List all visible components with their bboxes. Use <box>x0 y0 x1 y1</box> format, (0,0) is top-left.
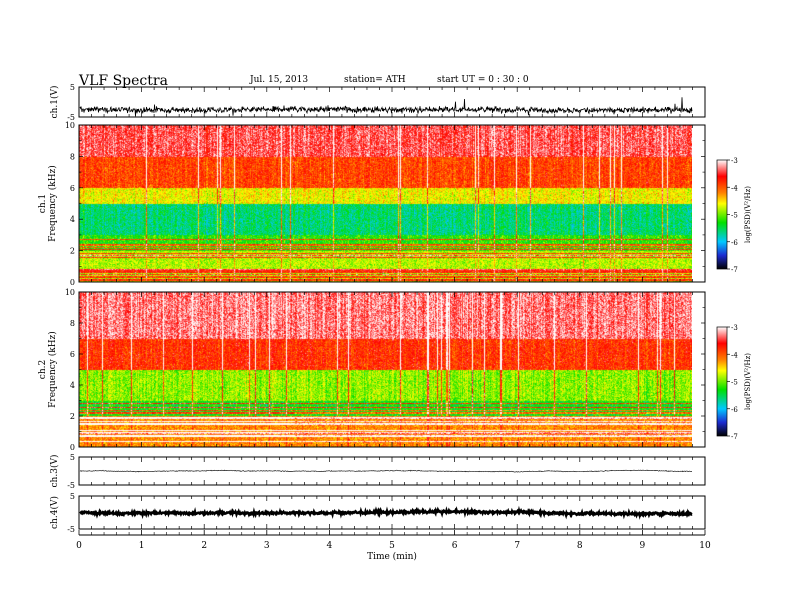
x-tick-label: 4 <box>327 541 333 551</box>
ch2-spectrogram-ylabel: ch.2Frequency (kHz) <box>38 331 58 408</box>
ch1-waveform-ylabel: ch.1(V) <box>49 86 60 119</box>
x-tick-label: 8 <box>577 541 583 551</box>
ch2-spectrogram-ytick: 8 <box>70 319 75 328</box>
colorbar-tick: -3 <box>731 324 738 332</box>
x-tick-label: 6 <box>452 541 458 551</box>
ch2-spectrogram: 0 2 4 6 8 10 ch.2Frequency (kHz) -3 -4 -5 -6 -7 log(… <box>38 288 752 452</box>
ch4-waveform-trace <box>79 505 693 520</box>
colorbar-label: log(PSD)(V²/Hz) <box>744 353 752 410</box>
colorbar-tick: -4 <box>731 351 738 359</box>
ch2-spectrogram-ytick: 0 <box>70 443 75 452</box>
ch1-waveform-ytick: 5 <box>70 83 75 92</box>
colorbar-tick: -7 <box>731 433 738 441</box>
colorbar-tick: -4 <box>731 184 738 192</box>
ch1-spectrogram-ytick: 8 <box>70 152 75 161</box>
colorbar-tick: -5 <box>731 379 738 387</box>
ch1-spectrogram-ytick: 10 <box>65 121 75 130</box>
ch1-waveform-trace <box>79 97 693 117</box>
ch1-waveform-ytick: -5 <box>67 113 75 122</box>
ch1-spectrogram-ytick: 0 <box>70 278 75 287</box>
ch4-waveform-ytick: -5 <box>67 525 75 534</box>
ch3-waveform: 5 -5 ch.3(V) <box>49 453 706 490</box>
x-tick-label: 10 <box>699 541 711 551</box>
x-tick-label: 3 <box>264 541 270 551</box>
ch3-waveform-trace <box>79 469 693 473</box>
ch1-spectrogram-ylabel: ch.1Frequency (kHz) <box>38 165 58 242</box>
ch1-spectrogram-image <box>79 125 692 282</box>
x-tick-label: 1 <box>139 541 145 551</box>
colorbar-tick: -6 <box>731 406 738 414</box>
ch1-spectrogram: 0 2 4 6 8 10 ch.1Frequency (kHz) -3 -4 -5 -6 -7 log(… <box>38 121 752 287</box>
colorbar-tick: -3 <box>731 157 738 165</box>
ch1-waveform: 5 -5 ch.1(V) <box>49 83 706 122</box>
colorbar-tick: -7 <box>731 266 738 274</box>
station-label: station= ATH <box>344 75 406 85</box>
ch2-spectrogram-image <box>79 292 692 447</box>
ch1-spectrogram-ytick: 4 <box>70 215 75 224</box>
colorbar-tick: -5 <box>731 212 738 220</box>
colorbar-label: log(PSD)(V²/Hz) <box>744 186 752 243</box>
colorbar-tick: -6 <box>731 239 738 247</box>
ch2-spectrogram-ytick: 2 <box>70 412 75 421</box>
ch3-waveform-ylabel: ch.3(V) <box>49 455 60 488</box>
ch4-waveform-ytick: 5 <box>70 492 75 501</box>
x-tick-label: 7 <box>514 541 520 551</box>
ch4-waveform-ylabel: ch.4(V) <box>49 496 60 529</box>
x-tick-label: 9 <box>640 541 646 551</box>
ch2-spectrogram-ytick: 4 <box>70 381 75 390</box>
ch1-spectrogram-colorbar: -3 -4 -5 -6 -7 log(PSD)(V²/Hz) <box>716 157 752 274</box>
ch1-spectrogram-ytick: 6 <box>70 184 75 193</box>
x-tick-label: 0 <box>76 541 82 551</box>
start-time-label: start UT = 0 : 30 : 0 <box>437 75 529 85</box>
x-axis-label: Time (min) <box>367 551 417 562</box>
colorbar-gradient <box>716 326 728 437</box>
ch2-spectrogram-colorbar: -3 -4 -5 -6 -7 log(PSD)(V²/Hz) <box>716 324 752 441</box>
date-label: Jul. 15, 2013 <box>250 75 309 85</box>
x-tick-label: 5 <box>389 541 395 551</box>
ch4-waveform: 5 -5 ch.4(V) <box>49 492 706 534</box>
ch1-spectrogram-ytick: 2 <box>70 247 75 256</box>
x-tick-label: 2 <box>201 541 207 551</box>
ch3-waveform-ytick: 5 <box>70 453 75 462</box>
ch2-spectrogram-ytick: 6 <box>70 350 75 359</box>
chart-title: VLF Spectra <box>79 73 168 89</box>
ch3-waveform-ytick: -5 <box>67 481 75 490</box>
colorbar-gradient <box>716 159 728 270</box>
ch2-spectrogram-ytick: 10 <box>65 288 75 297</box>
